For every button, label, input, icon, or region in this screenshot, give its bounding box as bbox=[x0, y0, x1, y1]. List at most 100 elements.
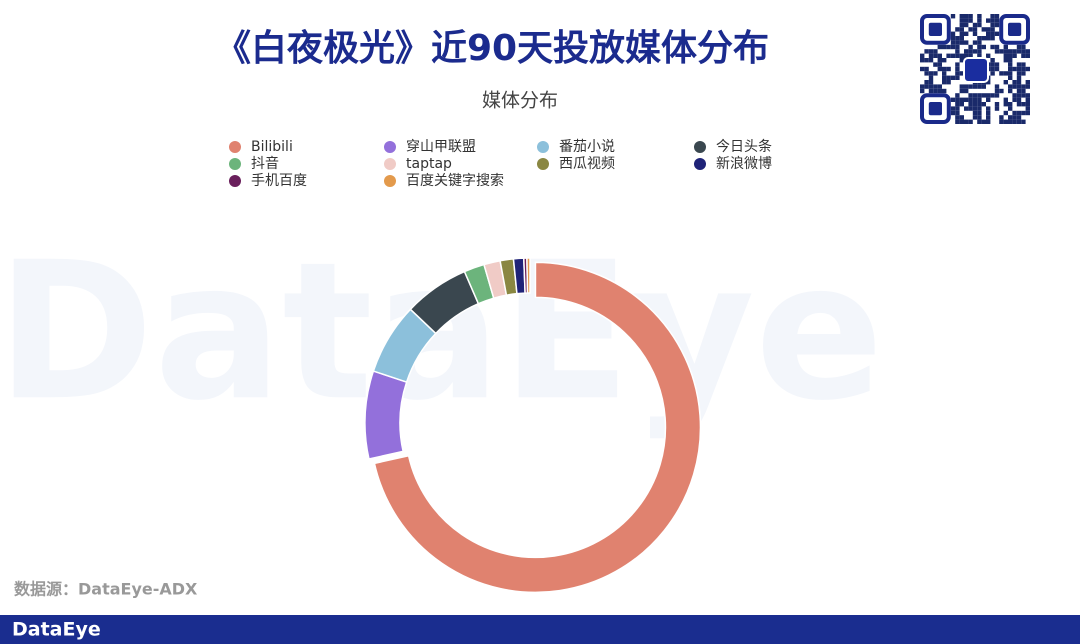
qr-cell bbox=[999, 49, 1004, 54]
qr-cell bbox=[968, 44, 973, 50]
qr-cell bbox=[1012, 80, 1017, 85]
qr-cell bbox=[1008, 58, 1013, 63]
qr-cell bbox=[968, 102, 973, 107]
qr-cell bbox=[955, 110, 960, 116]
legend-label: 穿山甲联盟 bbox=[406, 139, 476, 155]
qr-cell bbox=[1025, 53, 1030, 58]
qr-cell bbox=[937, 84, 942, 89]
qr-cell bbox=[928, 71, 934, 76]
qr-cell bbox=[981, 93, 986, 98]
qr-finder bbox=[999, 14, 1031, 45]
qr-cell bbox=[1008, 62, 1013, 67]
qr-cell bbox=[959, 36, 964, 41]
qr-cell bbox=[981, 84, 986, 89]
chart-title: 《白夜极光》近90天投放媒体分布 bbox=[215, 28, 769, 69]
qr-cell bbox=[950, 44, 956, 50]
qr-cell bbox=[968, 97, 973, 102]
qr-cell bbox=[977, 53, 982, 58]
qr-cell bbox=[986, 93, 991, 98]
qr-cell bbox=[933, 62, 938, 67]
qr-cell bbox=[1012, 119, 1017, 124]
qr-finder bbox=[920, 14, 951, 45]
qr-cell bbox=[968, 106, 973, 111]
legend-label: 西瓜视频 bbox=[559, 156, 615, 172]
qr-cell bbox=[1012, 93, 1017, 98]
qr-cell bbox=[1021, 53, 1026, 58]
qr-cell bbox=[1016, 84, 1022, 89]
qr-cell bbox=[1003, 49, 1008, 54]
donut bbox=[364, 257, 702, 594]
qr-cell bbox=[955, 36, 960, 41]
legend-label: Bilibili bbox=[251, 139, 293, 155]
qr-cell bbox=[1025, 49, 1030, 54]
qr-cell bbox=[1012, 110, 1017, 116]
qr-cell bbox=[937, 44, 942, 50]
qr-cell bbox=[1016, 75, 1022, 80]
qr-cell bbox=[977, 106, 982, 111]
qr-cell bbox=[924, 66, 929, 72]
qr-cell bbox=[1008, 119, 1013, 124]
legend-marker bbox=[229, 141, 241, 153]
qr-cell bbox=[955, 40, 960, 45]
qr-cell bbox=[964, 97, 969, 102]
qr-cell bbox=[1012, 84, 1017, 89]
qr-cell bbox=[1021, 44, 1026, 50]
source-note: 数据源：DataEye-ADX bbox=[14, 580, 198, 599]
legend-marker bbox=[537, 141, 549, 153]
qr-cell bbox=[1021, 102, 1026, 107]
qr-cell bbox=[946, 53, 951, 58]
qr-cell bbox=[1021, 88, 1026, 94]
qr-cell bbox=[1012, 53, 1017, 58]
qr-cell bbox=[955, 53, 960, 58]
qr-cell bbox=[977, 119, 982, 124]
donut-segment bbox=[364, 370, 408, 460]
legend-label: 番茄小说 bbox=[559, 138, 615, 155]
qr-cell bbox=[937, 62, 942, 67]
qr-cell bbox=[964, 49, 969, 54]
qr-cell bbox=[1016, 49, 1022, 54]
qr-cell bbox=[964, 40, 969, 45]
qr-cell bbox=[986, 115, 991, 120]
qr-cell bbox=[1016, 119, 1022, 124]
qr-cell bbox=[1025, 110, 1030, 116]
qr-cell bbox=[1003, 44, 1008, 50]
qr-cell bbox=[920, 84, 925, 89]
qr-cell bbox=[972, 40, 978, 45]
qr-cell bbox=[955, 75, 960, 80]
qr-cell bbox=[968, 49, 973, 54]
qr-cell bbox=[1016, 66, 1022, 72]
qr-cell bbox=[1003, 110, 1008, 116]
qr-cell bbox=[933, 71, 938, 76]
qr-cell bbox=[994, 44, 1000, 50]
qr-cell bbox=[999, 88, 1004, 94]
qr-cell bbox=[1016, 115, 1022, 120]
qr-cell bbox=[986, 119, 991, 124]
qr-logo bbox=[963, 57, 989, 83]
qr-cell bbox=[1008, 102, 1013, 107]
qr-cell bbox=[928, 84, 934, 89]
qr-cell bbox=[964, 31, 969, 36]
qr-cell bbox=[928, 88, 934, 94]
qr-cell bbox=[1021, 110, 1026, 116]
donut-segment bbox=[373, 261, 702, 594]
qr-cell bbox=[986, 110, 991, 116]
legend-label: 手机百度 bbox=[251, 173, 307, 189]
qr-cell bbox=[986, 36, 991, 41]
legend-marker bbox=[384, 175, 396, 187]
qr-cell bbox=[977, 97, 982, 102]
qr-cell bbox=[968, 53, 973, 58]
qr-cell bbox=[964, 22, 969, 28]
qr-cell bbox=[994, 66, 1000, 72]
qr-cell bbox=[959, 84, 964, 89]
qr-cell bbox=[924, 80, 929, 85]
qr-cell bbox=[955, 27, 960, 32]
watermark: DataEye bbox=[0, 221, 884, 442]
qr-cell bbox=[950, 53, 956, 58]
qr-cell bbox=[1008, 66, 1013, 72]
qr-cell bbox=[990, 22, 995, 28]
qr-cell bbox=[994, 84, 1000, 89]
qr-cell bbox=[968, 119, 973, 124]
footer-bar bbox=[0, 615, 1080, 644]
qr-cell bbox=[994, 31, 1000, 36]
qr-cell bbox=[942, 44, 947, 50]
